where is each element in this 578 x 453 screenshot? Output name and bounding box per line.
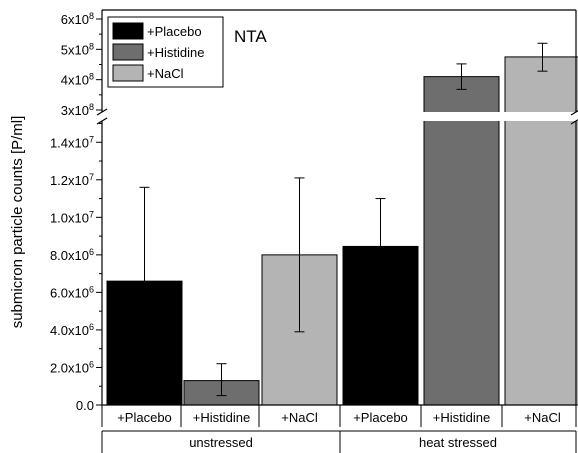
group-label: heat stressed [419,435,497,450]
y-tick-label: 4x108 [61,72,94,88]
y-tick-label: 0.0 [76,398,94,413]
annotation-label: NTA [234,27,267,46]
legend-swatch [112,43,144,61]
y-tick-label: 1.0x107 [50,209,94,225]
legend-label: +Placebo [147,24,202,39]
y-tick-label: 6.0x106 [50,284,94,300]
break-mark-left-1 [96,108,108,116]
y-tick-label: 4.0x106 [50,322,94,338]
plot-frame [101,9,577,406]
break-mark-right-2 [570,119,578,125]
axis-break-gap [98,112,578,121]
y-tick-label: 5x108 [61,41,94,57]
bars [106,42,578,406]
break-mark-left-2 [96,117,108,125]
x-tick-label: +Histidine [433,410,490,425]
bar [504,56,578,406]
x-tick-label: +NaCl [524,410,561,425]
legend-label: +NaCl [147,66,184,81]
bar [106,280,183,406]
legend-swatch [112,64,144,82]
x-tick-label: +Placebo [117,410,172,425]
y-tick-label: 2.0x106 [50,359,94,375]
y-tick-label: 1.4x107 [50,134,94,150]
x-tick-label: +Histidine [193,410,250,425]
bar [342,245,419,406]
bar [423,76,500,406]
y-axis-label: submicron particle counts [P/ml] [9,116,26,329]
group-label: unstressed [189,435,253,450]
y-tick-label: 3x108 [61,102,94,118]
x-tick-label: +Placebo [353,410,408,425]
y-tick-label: 1.2x107 [50,172,94,188]
legend-swatch [112,22,144,40]
y-tick-label: 6x108 [61,11,94,27]
x-tick-label: +NaCl [281,410,318,425]
legend: +Placebo +Histidine +NaCl [107,16,224,88]
legend-label: +Histidine [147,45,204,60]
break-mark-right-1 [570,110,578,116]
y-tick-label: 8.0x106 [50,247,94,263]
